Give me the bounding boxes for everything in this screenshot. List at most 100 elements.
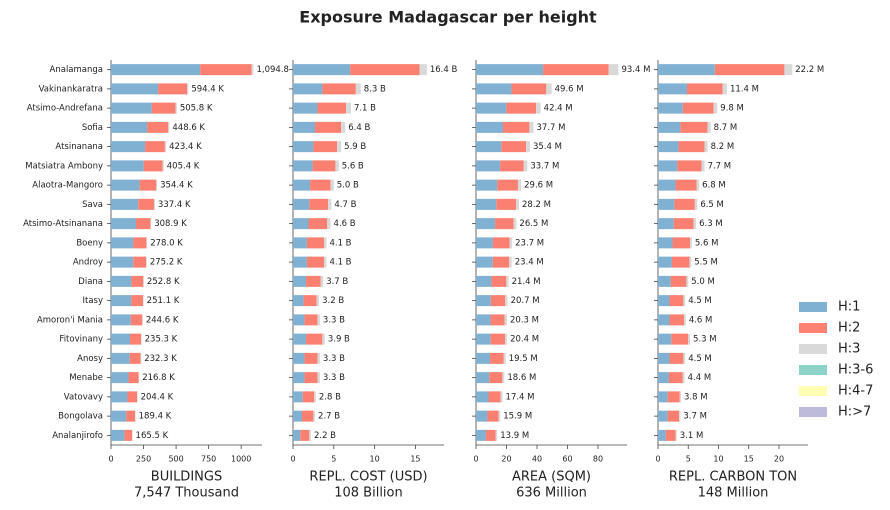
bar-segment xyxy=(355,83,361,95)
y-tick-label: Amoron'i Mania xyxy=(37,315,103,325)
total-label: 8.7 M xyxy=(714,123,738,133)
bar-segment xyxy=(678,141,705,153)
x-axis-label: REPL. COST (USD) xyxy=(309,470,427,485)
total-label: 8.2 M xyxy=(711,142,735,152)
bar-segment xyxy=(682,102,714,114)
y-tick-label: Androy xyxy=(73,258,103,268)
bar-segment xyxy=(293,83,323,95)
x-tick-label: 0 xyxy=(290,455,295,464)
bar-segment xyxy=(309,429,311,441)
total-label: 3.3 B xyxy=(323,373,345,383)
bar-segment xyxy=(251,64,254,76)
total-label: 354.4 K xyxy=(160,181,193,191)
bar-segment xyxy=(686,275,689,287)
bar-segment xyxy=(476,429,486,441)
bar-segment xyxy=(517,179,522,191)
legend-label: H:1 xyxy=(838,300,860,315)
bar-segment xyxy=(293,333,307,345)
total-label: 22.2 M xyxy=(795,65,824,75)
y-tick-label: Analanjirofo xyxy=(52,431,103,441)
total-label: 308.9 K xyxy=(154,219,187,229)
bar-segment xyxy=(658,352,670,364)
bar-segment xyxy=(127,391,138,403)
total-label: 93.4 M xyxy=(621,65,650,75)
bar-segment xyxy=(293,256,307,268)
bar-segment xyxy=(503,352,506,364)
x-tick-label: 5 xyxy=(331,455,336,464)
total-label: 18.6 M xyxy=(507,373,536,383)
legend-label: H:>7 xyxy=(838,405,871,420)
bar-segment xyxy=(513,218,517,230)
y-tick-label: Vakinankaratra xyxy=(39,84,103,94)
bar-segment xyxy=(675,429,677,441)
total-label: 4.5 M xyxy=(688,296,712,306)
bar-segment xyxy=(497,179,518,191)
bar-segment xyxy=(490,295,506,307)
bar-segment xyxy=(509,237,513,249)
bar-segment xyxy=(476,372,490,384)
bar-segment xyxy=(511,83,547,95)
bar-segment xyxy=(670,275,687,287)
bar-segment xyxy=(328,198,332,210)
bar-segment xyxy=(293,391,303,403)
bar-segment xyxy=(546,83,552,95)
total-label: 4.6 B xyxy=(334,219,356,229)
total-label: 235.3 K xyxy=(145,335,178,345)
bar-segment xyxy=(658,275,671,287)
total-label: 11.4 M xyxy=(730,84,759,94)
bar-segment xyxy=(135,218,151,230)
bar-segment xyxy=(476,352,491,364)
total-label: 26.5 M xyxy=(519,219,548,229)
total-label: 275.2 K xyxy=(150,258,183,268)
total-label: 252.8 K xyxy=(147,277,180,287)
bar-segment xyxy=(293,352,305,364)
bar-segment xyxy=(306,256,325,268)
bar-segment xyxy=(316,295,320,307)
bar-segment xyxy=(694,198,698,210)
total-label: 4.1 B xyxy=(329,238,351,248)
bar-segment xyxy=(150,218,152,230)
bar-segment xyxy=(293,429,301,441)
bar-segment xyxy=(322,83,356,95)
total-label: 3.2 B xyxy=(322,296,344,306)
bar-segment xyxy=(658,198,675,210)
bar-segment xyxy=(111,256,134,268)
total-label: 251.1 K xyxy=(147,296,180,306)
total-label: 2.2 B xyxy=(314,431,336,441)
bar-segment xyxy=(419,64,427,76)
bar-segment xyxy=(111,314,131,326)
bar-segment xyxy=(683,352,686,364)
bar-segment xyxy=(111,198,139,210)
bar-segment xyxy=(142,314,143,326)
x-tick-label: 10 xyxy=(370,455,380,464)
total-label: 3.8 M xyxy=(684,392,708,402)
bar-segment xyxy=(658,295,670,307)
total-label: 35.4 M xyxy=(533,142,562,152)
legend-swatch xyxy=(799,386,827,396)
x-tick-label: 1000 xyxy=(231,455,251,464)
bar-segment xyxy=(504,314,507,326)
bar-segment xyxy=(505,295,508,307)
total-label: 23.7 M xyxy=(515,238,544,248)
total-label: 337.4 K xyxy=(158,200,191,210)
total-label: 5.6 M xyxy=(695,238,719,248)
bar-segment xyxy=(495,429,498,441)
total-label: 49.6 M xyxy=(555,84,584,94)
bar-segment xyxy=(141,333,142,345)
y-tick-label: Analamanga xyxy=(50,65,103,75)
bar-segment xyxy=(658,160,678,172)
bar-segment xyxy=(679,391,681,403)
total-label: 7.1 B xyxy=(354,104,376,114)
y-tick-label: Diana xyxy=(78,277,103,287)
bar-segment xyxy=(501,141,527,153)
bar-segment xyxy=(658,141,679,153)
bar-segment xyxy=(293,198,310,210)
bar-segment xyxy=(673,218,694,230)
bar-segment xyxy=(317,314,320,326)
total-label: 3.3 B xyxy=(323,315,345,325)
bar-segment xyxy=(667,410,680,422)
bar-segment xyxy=(707,121,711,133)
bar-segment xyxy=(658,314,670,326)
legend-label: H:2 xyxy=(838,321,860,336)
